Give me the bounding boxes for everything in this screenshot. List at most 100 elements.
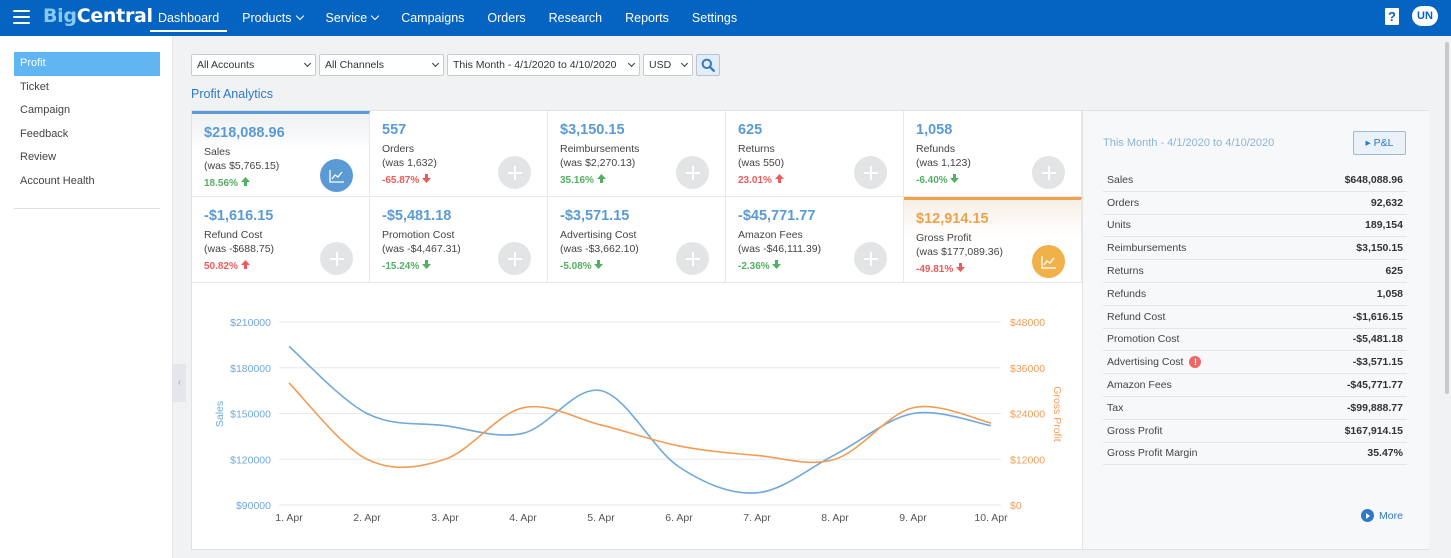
brand-logo[interactable]: BigCentral bbox=[43, 5, 153, 27]
y-axis-label: Sales bbox=[214, 401, 226, 427]
add-metric-button[interactable] bbox=[854, 242, 887, 275]
arrow-up-icon bbox=[240, 260, 250, 269]
currency-select[interactable]: USD bbox=[643, 54, 693, 76]
summary-row: Orders 92,632 bbox=[1103, 192, 1407, 215]
nav-products[interactable]: Products bbox=[234, 0, 310, 36]
summary-row: Promotion Cost -$5,481.18 bbox=[1103, 329, 1407, 352]
user-avatar[interactable]: UN bbox=[1412, 6, 1438, 26]
summary-value: 92,632 bbox=[1370, 196, 1403, 209]
metric-previous: (was $2,270.13) bbox=[560, 157, 636, 169]
nav-service[interactable]: Service bbox=[318, 0, 387, 36]
metric-card-orders[interactable]: 557 Orders (was 1,632) -65.87% bbox=[370, 111, 548, 197]
nav-reports[interactable]: Reports bbox=[617, 0, 677, 36]
sidebar-item-campaign[interactable]: Campaign bbox=[20, 104, 71, 117]
y2-tick-label: $48000 bbox=[1010, 317, 1045, 329]
nav-orders[interactable]: Orders bbox=[479, 0, 533, 36]
sidebar-collapse-handle[interactable]: ‹ bbox=[173, 364, 186, 402]
metric-card-gross-profit[interactable]: $12,914.15 Gross Profit (was $177,089.36) -… bbox=[904, 197, 1082, 283]
pl-button[interactable]: ▸ P&L bbox=[1353, 131, 1406, 155]
help-icon[interactable]: ? bbox=[1385, 8, 1399, 25]
menu-icon[interactable] bbox=[13, 10, 30, 24]
page-scrollbar[interactable] bbox=[1445, 42, 1449, 394]
sidebar-item-ticket[interactable]: Ticket bbox=[20, 80, 49, 93]
add-metric-button[interactable] bbox=[854, 156, 887, 189]
nav-campaigns[interactable]: Campaigns bbox=[393, 0, 472, 36]
account-select[interactable]: All Accounts bbox=[191, 54, 316, 76]
metric-previous: (was -$46,111.39) bbox=[738, 243, 822, 255]
metric-value: $3,150.15 bbox=[560, 122, 625, 138]
sidebar: Profit Ticket Campaign Feedback Review Accoun… bbox=[0, 36, 173, 558]
add-metric-button[interactable] bbox=[498, 242, 531, 275]
chart-toggle-button[interactable] bbox=[320, 159, 353, 192]
channel-select-value: All Channels bbox=[325, 59, 384, 71]
summary-row: Returns 625 bbox=[1103, 260, 1407, 283]
add-metric-button[interactable] bbox=[676, 242, 709, 275]
pl-button-label: P&L bbox=[1373, 137, 1394, 149]
summary-table: Sales $648,088.96 Orders 92,632 Units 189,154… bbox=[1103, 169, 1407, 466]
metric-card-reimbursements[interactable]: $3,150.15 Reimbursements (was $2,270.13) 35… bbox=[548, 111, 726, 197]
summary-label-text: Advertising Cost bbox=[1107, 356, 1184, 369]
warning-icon[interactable]: ! bbox=[1189, 356, 1202, 369]
summary-row: Tax -$99,888.77 bbox=[1103, 397, 1407, 420]
metric-card-sales[interactable]: $218,088.96 Sales (was $5,765.15) 18.56% bbox=[192, 111, 370, 197]
metric-card-promotion-cost[interactable]: -$5,481.18 Promotion Cost (was -$4,467.31)… bbox=[370, 197, 548, 283]
metric-card-returns[interactable]: 625 Returns (was 550) 23.01% bbox=[726, 111, 904, 197]
arrow-down-icon bbox=[594, 260, 604, 269]
profit-analytics-panel: $218,088.96 Sales (was $5,765.15) 18.56% 55… bbox=[191, 110, 1429, 550]
plus-icon bbox=[685, 251, 700, 266]
sidebar-item-account-health[interactable]: Account Health bbox=[20, 174, 95, 187]
nav-settings[interactable]: Settings bbox=[684, 0, 745, 36]
x-tick-label: 1. Apr bbox=[275, 512, 303, 524]
search-button[interactable] bbox=[696, 54, 720, 76]
period-select[interactable]: This Month - 4/1/2020 to 4/10/2020 bbox=[447, 54, 640, 76]
summary-value: -$5,481.18 bbox=[1352, 333, 1403, 346]
summary-row: Refunds 1,058 bbox=[1103, 283, 1407, 306]
summary-value: -$3,571.15 bbox=[1352, 356, 1403, 369]
add-metric-button[interactable] bbox=[498, 156, 531, 189]
metric-value: $12,914.15 bbox=[916, 211, 989, 227]
summary-value: $3,150.15 bbox=[1356, 242, 1403, 255]
metric-card-advertising-cost[interactable]: -$3,571.15 Advertising Cost (was -$3,662.1… bbox=[548, 197, 726, 283]
channel-select[interactable]: All Channels bbox=[319, 54, 444, 76]
sidebar-item-review[interactable]: Review bbox=[20, 151, 57, 164]
summary-value: -$45,771.77 bbox=[1346, 379, 1403, 392]
add-metric-button[interactable] bbox=[676, 156, 709, 189]
nav-label: Service bbox=[325, 11, 368, 25]
nav-label: Reports bbox=[625, 11, 669, 25]
summary-label: Sales bbox=[1107, 174, 1133, 186]
add-metric-button[interactable] bbox=[1032, 156, 1065, 189]
metric-value: -$1,616.15 bbox=[204, 208, 274, 224]
summary-label: Refund Cost bbox=[1107, 311, 1165, 323]
summary-row: Advertising Cost! -$3,571.15 bbox=[1103, 351, 1407, 375]
nav-dashboard[interactable]: Dashboard bbox=[150, 0, 228, 36]
chevron-down-icon bbox=[680, 59, 689, 68]
metric-card-refund-cost[interactable]: -$1,616.15 Refund Cost (was -$688.75) 50.82… bbox=[192, 197, 370, 283]
chart-toggle-button[interactable] bbox=[1032, 245, 1065, 278]
metric-value: -$5,481.18 bbox=[382, 208, 452, 224]
nav-label: Orders bbox=[487, 11, 526, 25]
brand-logo-part-1: Big bbox=[43, 5, 77, 27]
arrow-down-icon bbox=[422, 260, 432, 269]
add-metric-button[interactable] bbox=[320, 242, 353, 275]
more-link-label: More bbox=[1379, 509, 1403, 522]
nav-label: Campaigns bbox=[401, 11, 465, 25]
more-link[interactable]: More bbox=[1361, 509, 1403, 522]
metric-previous: (was 1,632) bbox=[382, 157, 437, 169]
sidebar-item-profit[interactable]: Profit bbox=[14, 52, 160, 76]
summary-value: -$1,616.15 bbox=[1352, 310, 1403, 323]
sidebar-item-feedback[interactable]: Feedback bbox=[20, 127, 69, 140]
summary-value: 189,154 bbox=[1365, 219, 1403, 232]
filter-bar: All Accounts All Channels This Month - 4… bbox=[191, 54, 720, 76]
metric-change: 18.56% bbox=[204, 177, 250, 189]
currency-select-value: USD bbox=[649, 59, 672, 71]
metric-card-amazon-fees[interactable]: -$45,771.77 Amazon Fees (was -$46,111.39) -… bbox=[726, 197, 904, 283]
metric-card-refunds[interactable]: 1,058 Refunds (was 1,123) -6.40% bbox=[904, 111, 1082, 197]
summary-row: Gross Profit Margin 35.47% bbox=[1103, 443, 1407, 466]
metric-previous: (was $177,089.36) bbox=[916, 246, 1003, 258]
nav-research[interactable]: Research bbox=[541, 0, 611, 36]
arrow-down-icon bbox=[772, 260, 782, 269]
summary-label: Units bbox=[1107, 219, 1131, 231]
chevron-down-icon bbox=[627, 59, 636, 68]
metric-change-value: 50.82% bbox=[204, 261, 238, 272]
summary-label: Gross Profit Margin bbox=[1107, 447, 1197, 459]
